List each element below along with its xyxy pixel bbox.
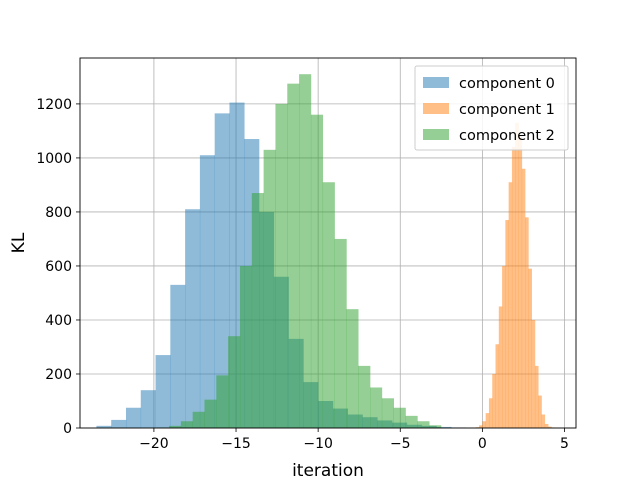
histogram-bar: [534, 365, 539, 428]
histogram-bar: [192, 411, 205, 428]
y-axis-label: KL: [9, 232, 29, 253]
histogram-bar: [393, 407, 406, 428]
x-tick-label: 5: [560, 436, 569, 452]
y-tick-label: 800: [45, 205, 72, 221]
histogram-bar: [511, 147, 516, 428]
histogram-bar: [417, 421, 430, 428]
histogram-bar: [505, 220, 509, 428]
histogram-bar: [199, 155, 215, 429]
histogram-bar: [263, 149, 276, 428]
histogram-bar: [548, 426, 552, 428]
histogram-bar: [299, 74, 312, 428]
legend-swatch: [423, 77, 449, 88]
histogram-bar: [180, 421, 193, 428]
histogram-bar: [275, 103, 288, 428]
histogram-bar: [482, 421, 486, 428]
histogram-bar: [521, 168, 526, 428]
histogram-bar: [544, 423, 549, 428]
histogram-bar: [228, 336, 241, 428]
histogram-bar: [541, 414, 546, 428]
legend-swatch: [423, 129, 449, 140]
legend: component 0 component 1 component 2: [414, 65, 569, 151]
histogram-bar: [381, 398, 394, 428]
y-tick-label: 1000: [36, 151, 72, 167]
histogram-bar: [251, 193, 264, 428]
histogram-bar: [140, 390, 156, 428]
legend-label: component 1: [459, 102, 555, 118]
histogram-bar: [479, 425, 483, 428]
x-tick-label: −15: [221, 436, 251, 452]
legend-label: component 2: [459, 128, 555, 144]
histogram-bar: [239, 265, 253, 428]
histogram-bar: [169, 425, 182, 428]
histogram-bar: [538, 395, 542, 428]
histogram-bar: [429, 425, 442, 428]
axis-ticks: −20 −15 −10 −5 0 5 0 200 400 600 800 1000 1200: [36, 97, 569, 452]
histogram-bar: [346, 309, 359, 428]
histogram-bar: [310, 114, 324, 428]
histogram-bar: [498, 306, 503, 428]
series-2-bars: [157, 74, 442, 429]
histogram-bar: [515, 122, 519, 429]
histogram-bar: [322, 182, 335, 428]
y-tick-label: 0: [63, 421, 72, 437]
x-tick-label: −10: [303, 436, 333, 452]
histogram-bar: [518, 136, 523, 428]
x-tick-label: −20: [139, 436, 169, 452]
legend-label: component 0: [459, 76, 555, 92]
histogram-bar: [405, 415, 418, 428]
histogram-bar: [485, 413, 490, 428]
histogram-bar: [334, 238, 347, 428]
histogram-bars: [96, 74, 555, 429]
series-1-bars: [475, 122, 555, 429]
plot-frame: [79, 57, 577, 429]
x-tick-label: 0: [478, 436, 487, 452]
histogram-bar: [358, 365, 371, 428]
histogram-bar: [214, 113, 230, 428]
y-tick-label: 200: [45, 367, 72, 383]
histogram-bar: [185, 209, 201, 428]
histogram-bar: [125, 407, 142, 428]
x-axis-label: iteration: [292, 461, 364, 480]
histogram-bar: [495, 344, 500, 428]
legend-box: [414, 65, 569, 151]
histogram-bar: [525, 217, 529, 428]
histogram-bar: [287, 83, 300, 429]
histogram-bar: [204, 399, 217, 428]
legend-swatch: [423, 103, 449, 114]
histogram-bar: [531, 319, 536, 428]
histogram-bar: [488, 398, 493, 428]
histogram-bar: [528, 268, 532, 428]
y-tick-label: 400: [45, 313, 72, 329]
histogram-bar: [508, 182, 513, 428]
histogram-bar: [502, 265, 506, 428]
histogram-bar: [216, 375, 229, 428]
y-tick-label: 1200: [36, 97, 72, 113]
histogram-bar: [170, 284, 186, 428]
y-tick-label: 600: [45, 259, 72, 275]
x-tick-label: −5: [390, 436, 411, 452]
histogram-bar: [111, 419, 127, 428]
histogram-bar: [155, 355, 171, 428]
histogram-bar: [370, 387, 383, 428]
histogram-bar: [436, 426, 452, 428]
histogram-bar: [96, 425, 112, 428]
histogram-bar: [492, 373, 496, 428]
